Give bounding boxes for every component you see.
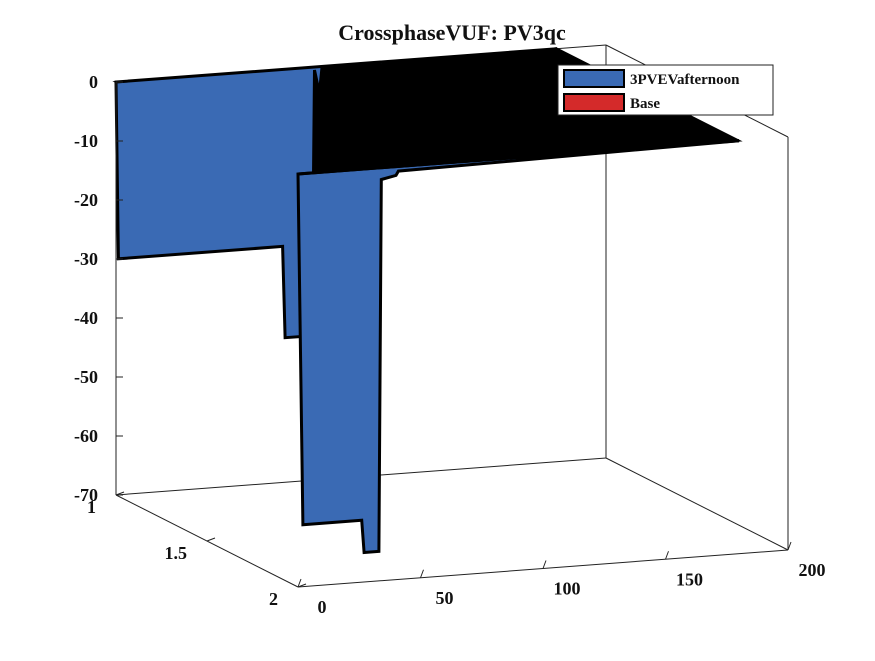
x-tick (787, 541, 792, 551)
x-tick-label: 150 (676, 569, 703, 589)
z-tick-label: -40 (74, 308, 98, 328)
z-tick-label: -70 (74, 485, 98, 505)
legend-swatch-3pvevafternoon (563, 69, 625, 88)
y-tick (206, 537, 216, 542)
surface-front-edge (297, 139, 740, 176)
legend: 3PVEVafternoon Base (557, 64, 774, 116)
box-edge-right-floor (605, 457, 789, 551)
x-tick-label: 50 (436, 588, 454, 608)
y-tick-label: 1 (87, 497, 96, 517)
chart-title: CrossphaseVUF: PV3qc (338, 20, 566, 45)
x-tick (542, 560, 547, 569)
x-tick-label: 0 (318, 597, 327, 617)
y-tick (297, 583, 307, 588)
y-tick-label: 1.5 (165, 543, 188, 563)
series-layer (112, 47, 743, 555)
y-tick-label: 2 (269, 589, 278, 609)
z-tick-label: -30 (74, 249, 98, 269)
z-tick-label: -10 (74, 131, 98, 151)
legend-label-3pvevafternoon: 3PVEVafternoon (630, 72, 740, 88)
z-tick-label: -20 (74, 190, 98, 210)
x-tick (420, 569, 424, 578)
z-tick-label: -60 (74, 426, 98, 446)
axes: 0 50 100 150 200 1 1.5 2 0 -10 -20 -30 -40 -50 -60 -70 (74, 72, 826, 617)
legend-label-base: Base (630, 96, 660, 112)
x-tick (297, 578, 302, 588)
z-tick-label: 0 (89, 72, 98, 92)
series-3pvevafternoon-area (296, 139, 740, 555)
x-tick (665, 551, 669, 560)
x-tick-label: 200 (799, 560, 826, 580)
x-tick-label: 100 (554, 579, 581, 599)
legend-swatch-base (563, 93, 625, 112)
z-tick-label: -50 (74, 367, 98, 387)
